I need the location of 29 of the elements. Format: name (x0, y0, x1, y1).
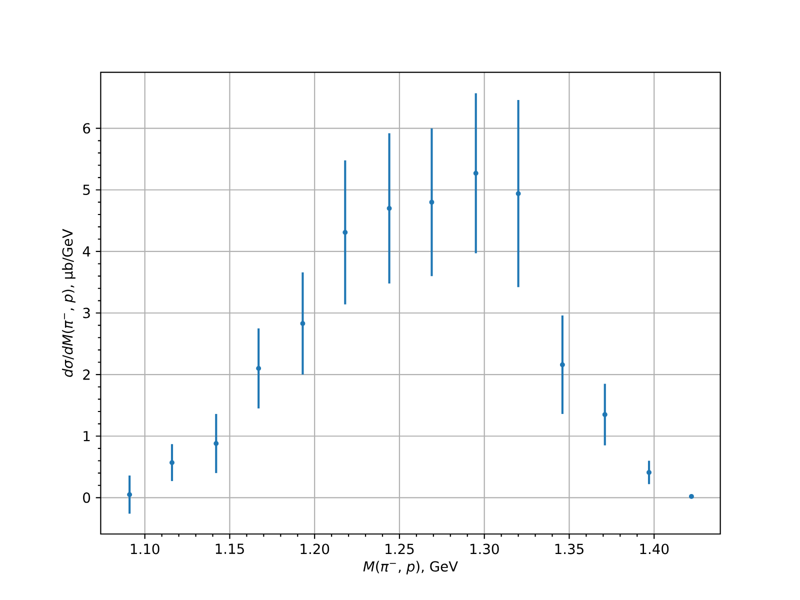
y-tick-label: 5 (83, 184, 90, 196)
x-tick-label: 1.10 (130, 544, 160, 554)
x-tick-label: 1.40 (640, 544, 669, 554)
y-tick-label: 6 (83, 123, 90, 134)
x-tick-label: 1.35 (555, 544, 584, 554)
point (342, 230, 348, 235)
y-tick-label: 2 (83, 369, 90, 380)
point (386, 206, 392, 211)
point (602, 412, 608, 418)
point (256, 366, 262, 371)
y-tick-label: 1 (84, 431, 90, 442)
y-tick-label: 3 (83, 308, 90, 318)
x-tick-label: 1.30 (470, 544, 499, 554)
point (429, 200, 434, 205)
x-axis-title: M(π$^{−}$, p), GeV (363, 560, 458, 574)
point (646, 470, 652, 475)
point (560, 362, 565, 368)
point (516, 191, 521, 196)
y-tick-label: 4 (82, 246, 90, 256)
point (300, 320, 306, 326)
y-tick-label: 0 (83, 492, 90, 503)
x-tick-label: 1.25 (386, 544, 414, 554)
x-tick-label: 1.20 (300, 544, 330, 554)
x-tick-label: 1.15 (216, 544, 244, 554)
point (214, 441, 219, 446)
point (473, 170, 478, 176)
point (127, 492, 132, 498)
point (170, 460, 174, 466)
point (688, 494, 694, 499)
